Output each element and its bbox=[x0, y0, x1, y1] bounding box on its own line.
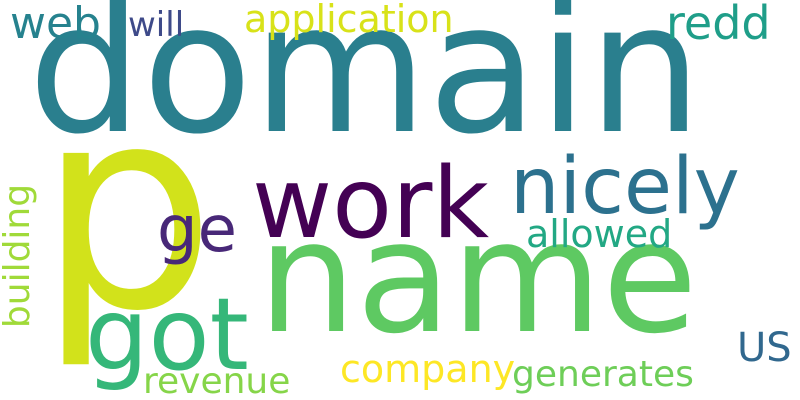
word-ge: ge bbox=[157, 193, 237, 267]
word-web: web bbox=[10, 0, 101, 49]
word-application: application bbox=[244, 0, 454, 41]
word-us: US bbox=[737, 325, 792, 371]
word-revenue: revenue bbox=[143, 361, 291, 400]
word-p: p bbox=[38, 47, 216, 373]
word-got: got bbox=[85, 276, 249, 393]
word-building: building bbox=[0, 183, 39, 329]
word-generates: generates bbox=[512, 354, 694, 395]
word-allowed: allowed bbox=[526, 212, 673, 256]
word-redd: redd bbox=[666, 0, 771, 50]
word-domain: domain bbox=[28, 0, 703, 174]
word-name: name bbox=[258, 187, 698, 368]
word-company: company bbox=[340, 347, 516, 391]
word-work: work bbox=[252, 147, 490, 261]
word-will: will bbox=[128, 5, 185, 45]
word-nicely: nicely bbox=[510, 142, 740, 232]
